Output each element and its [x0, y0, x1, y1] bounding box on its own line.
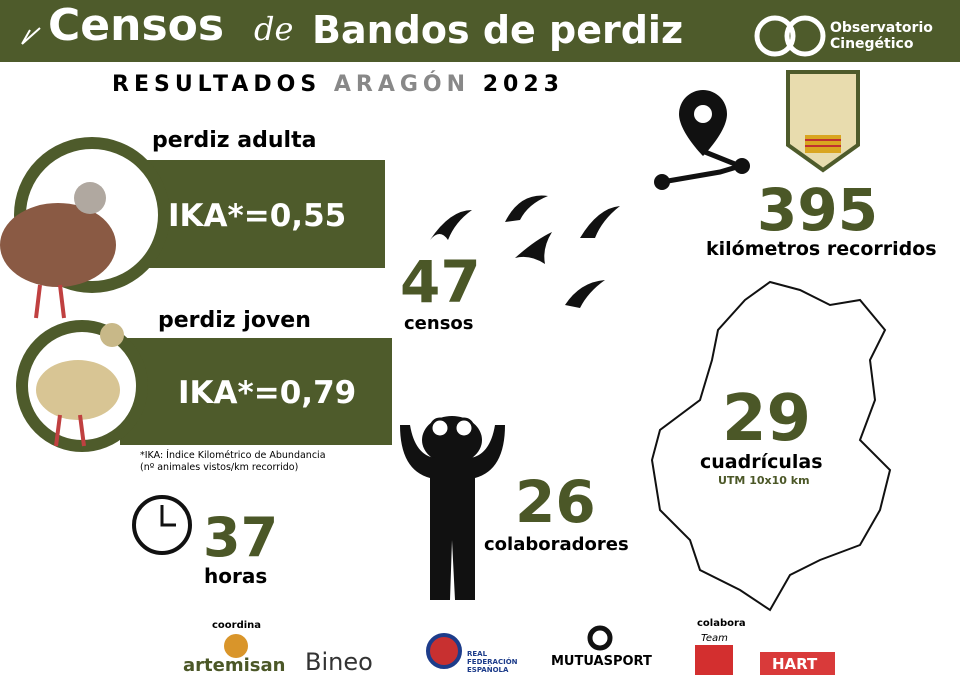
- rfe-logo: [426, 633, 462, 669]
- route-point: [734, 158, 750, 174]
- censos-number: 47: [400, 248, 481, 316]
- horas-number: 37: [203, 506, 279, 569]
- cuadriculas-number: 29: [722, 382, 812, 456]
- title-main: Censos: [48, 0, 225, 51]
- km-label: kilómetros recorridos: [706, 238, 937, 260]
- note-line: *IKA: Índice Kilométrico de Abundancia: [140, 450, 326, 461]
- observer-icon: [400, 416, 505, 600]
- young-bird-head: [100, 323, 124, 347]
- cuadriculas-sub: UTM 10x10 km: [718, 474, 810, 487]
- artemisan-logo: [224, 634, 248, 658]
- note-line: (nº animales vistos/km recorrido): [140, 462, 299, 473]
- route: [661, 149, 748, 185]
- brand-logo: [754, 15, 796, 57]
- route-point: [654, 174, 670, 190]
- subtitle-word: ARAGÓN: [333, 72, 471, 97]
- cuadriculas-label: cuadrículas: [700, 451, 823, 473]
- young-bird-legs: [54, 414, 86, 447]
- title-de: de: [254, 10, 294, 48]
- binocular: [429, 417, 451, 439]
- adult-bird: [0, 203, 116, 287]
- brand-line: Cinegético: [830, 36, 914, 52]
- header-icon: [21, 27, 41, 45]
- title-rest: Bandos de perdiz: [312, 8, 684, 52]
- rfe-text: REAL FEDERACIÓN ESPAÑOLA: [467, 650, 518, 674]
- colabora-label: colabora: [697, 618, 746, 629]
- colaboradores-number: 26: [515, 468, 596, 536]
- team-text: Team: [701, 633, 728, 644]
- young-label: perdiz joven: [158, 308, 311, 333]
- adult-bird-head: [74, 182, 106, 214]
- brand: Observatorio Cinegético: [830, 20, 933, 52]
- note: *IKA: Índice Kilométrico de Abundancia (n…: [140, 450, 326, 474]
- artemisan-text: artemisan: [183, 655, 286, 676]
- young-panel: [120, 338, 392, 445]
- km-number: 395: [757, 176, 879, 244]
- flying-birds: [430, 195, 620, 308]
- hart-text: HART: [772, 655, 818, 673]
- adult-bird-legs: [34, 284, 66, 319]
- map-pin-hole: [694, 105, 712, 123]
- young-bird: [36, 360, 120, 420]
- censos-label: censos: [404, 313, 474, 334]
- mutua-logo: [587, 625, 613, 651]
- hart-logo: [760, 652, 835, 675]
- clock-hands: [160, 505, 176, 527]
- subtitle: RESULTADOS ARAGÓN 2023: [112, 72, 564, 97]
- horas-label: horas: [204, 564, 268, 588]
- binocular: [453, 417, 475, 439]
- young-value: IKA*=0,79: [178, 375, 357, 411]
- subtitle-word: RESULTADOS: [112, 72, 322, 97]
- aragon-map: [650, 280, 892, 612]
- mutua-text: MUTUASPORT: [551, 654, 652, 669]
- adult-label: perdiz adulta: [152, 128, 317, 153]
- brand-line: Observatorio: [830, 20, 933, 36]
- colaboradores-label: colaboradores: [484, 534, 629, 555]
- coordina-label: coordina: [212, 620, 262, 631]
- team-logo: [695, 645, 733, 675]
- adult-value: IKA*=0,55: [168, 198, 347, 234]
- subtitle-word: 2023: [482, 72, 564, 97]
- shield-stripes: [805, 139, 841, 147]
- brand-logo: [784, 15, 826, 57]
- federation-shield: [786, 70, 860, 173]
- bineo-text: Bineo: [305, 648, 373, 676]
- shield-flag: [805, 135, 841, 153]
